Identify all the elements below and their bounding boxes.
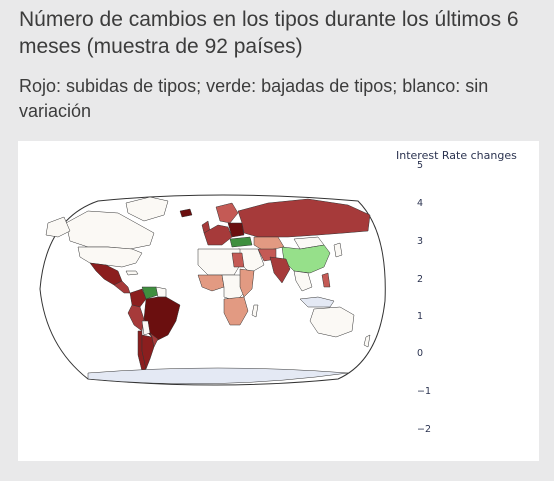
country-cuba[interactable] [125,270,139,276]
colorbar-tick-4: 4 [417,198,424,209]
country-madagascar[interactable] [251,304,259,318]
country-central-america[interactable] [113,280,131,294]
country-west-africa[interactable] [197,274,225,292]
country-southeast-asia[interactable] [293,270,313,292]
country-indonesia[interactable] [299,296,335,308]
colorbar-title: Interest Rate changes [396,149,517,162]
map-panel: Interest Rate changes 5 4 3 2 1 0 −1 −2 [18,141,539,461]
colorbar-tick-minus-1: −1 [417,386,432,397]
colorbar-tick-5: 5 [417,160,424,171]
country-iceland[interactable] [179,208,193,218]
colorbar-tick-1: 1 [417,311,424,322]
country-egypt[interactable] [231,252,245,268]
country-greenland[interactable] [125,196,169,222]
colorbar-tick-3: 3 [417,236,424,247]
country-guyana[interactable] [155,286,167,298]
country-australia[interactable] [309,306,355,338]
chart-subtitle: Rojo: subidas de tipos; verde: bajadas d… [19,76,489,121]
country-philippines[interactable] [321,272,331,288]
colorbar-tick-0: 0 [417,348,424,359]
colorbar-tick-minus-2: −2 [417,424,432,435]
country-eastern-europe[interactable] [227,222,245,238]
country-russia[interactable] [237,198,371,238]
country-turkey[interactable] [229,236,253,248]
colorbar-tick-2: 2 [417,274,424,285]
country-japan[interactable] [333,242,343,258]
country-scandinavia[interactable] [215,202,239,224]
country-southern-africa[interactable] [223,296,249,326]
country-colombia[interactable] [129,288,147,308]
chart-title: Número de cambios en los tipos durante l… [19,8,519,58]
country-new-zealand[interactable] [363,334,371,348]
country-paraguay[interactable] [149,332,159,348]
country-india[interactable] [269,256,291,284]
world-map[interactable] [18,141,539,461]
country-east-africa[interactable] [239,268,255,298]
country-antarctica[interactable] [87,367,349,385]
country-alaska[interactable] [45,216,71,238]
country-usa[interactable] [77,246,143,268]
country-canada[interactable] [65,210,155,250]
